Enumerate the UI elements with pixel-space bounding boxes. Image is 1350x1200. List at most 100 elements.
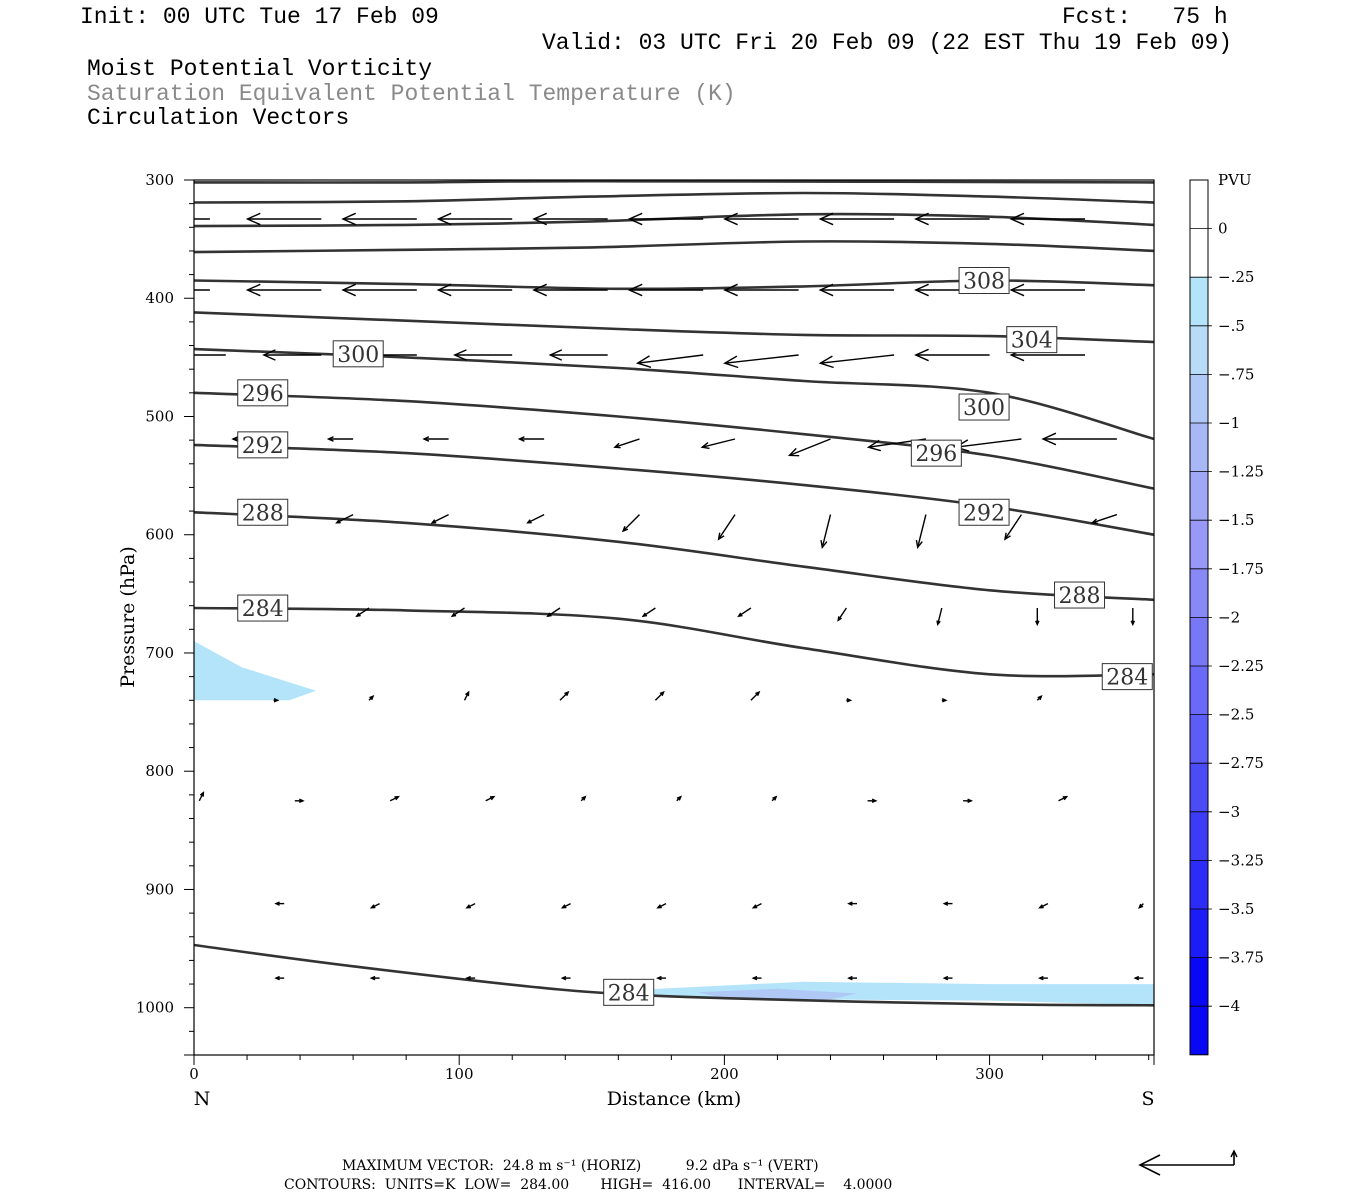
vector-arrow-0-6 bbox=[723, 212, 799, 226]
vector-arrow-7-0 bbox=[198, 791, 205, 802]
contour-label-box-16 bbox=[1101, 663, 1153, 691]
field-contour-title: Saturation Equivalent Potential Temperat… bbox=[87, 81, 736, 107]
contour-label-box-6 bbox=[1006, 326, 1058, 354]
vector-head bbox=[914, 212, 929, 226]
vector-head bbox=[772, 795, 778, 801]
vector-arrow-3-1 bbox=[326, 436, 354, 442]
vector-arrow-7-6 bbox=[771, 795, 778, 802]
colorbar-swatch-5 bbox=[1190, 423, 1208, 472]
vector-head bbox=[723, 355, 739, 369]
vector-arrow-2-7 bbox=[818, 354, 895, 369]
vector-arrow-6-5 bbox=[750, 690, 761, 701]
vector-head bbox=[546, 612, 552, 618]
vector-head bbox=[1090, 518, 1099, 525]
vector-head bbox=[560, 975, 567, 981]
vector-head bbox=[914, 283, 929, 297]
vector-head bbox=[818, 283, 834, 297]
vector-arrow-6-1 bbox=[368, 694, 375, 701]
vector-head bbox=[837, 616, 842, 622]
vector-arrow-0-2 bbox=[341, 212, 417, 226]
colorbar-swatch-4 bbox=[1190, 374, 1208, 423]
vector-arrow-6-4 bbox=[654, 690, 665, 701]
vector-arrow-3-3 bbox=[517, 436, 545, 442]
init-time: Init: 00 UTC Tue 17 Feb 09 bbox=[80, 4, 439, 30]
vector-head bbox=[656, 975, 662, 981]
vector-shaft bbox=[955, 438, 1022, 448]
y-tick-label: 1000 bbox=[136, 999, 174, 1017]
vector-arrow-9-4 bbox=[656, 975, 666, 981]
vector-arrow-2-1 bbox=[262, 349, 322, 361]
vector-arrow-8-0 bbox=[274, 901, 285, 906]
vector-head bbox=[274, 901, 280, 906]
vector-head bbox=[245, 283, 261, 297]
colorbar-label: −.25 bbox=[1218, 268, 1254, 286]
contour-label-box-11 bbox=[910, 439, 962, 467]
vector-head bbox=[847, 901, 853, 906]
contour-label-4: 308 bbox=[963, 270, 1005, 295]
vector-head bbox=[627, 283, 643, 297]
vector-head bbox=[914, 348, 929, 362]
vector-arrow-3-2 bbox=[422, 436, 449, 442]
vector-head bbox=[199, 791, 205, 797]
contour-info-note: CONTOURS: UNITS=K LOW= 284.00 HIGH= 416.… bbox=[284, 1177, 893, 1193]
colorbar-swatch-11 bbox=[1190, 714, 1208, 764]
vector-head bbox=[627, 212, 643, 226]
vector-shaft bbox=[622, 514, 640, 532]
colorbar-swatch-15 bbox=[1190, 909, 1208, 958]
vector-arrow-1-6 bbox=[723, 283, 799, 297]
vector-head bbox=[581, 795, 587, 801]
vector-arrow-5-7 bbox=[936, 607, 943, 627]
vector-head bbox=[341, 283, 356, 297]
colorbar-label: 0 bbox=[1218, 220, 1228, 238]
vector-arrow-0-3 bbox=[436, 212, 513, 226]
vector-head bbox=[262, 349, 276, 361]
vector-shaft bbox=[937, 607, 943, 625]
vector-arrow-5-9 bbox=[1130, 608, 1136, 627]
vector-head bbox=[866, 439, 881, 452]
vector-head bbox=[1035, 620, 1040, 627]
y-tick-label: 500 bbox=[145, 407, 174, 425]
vector-arrow-7-7 bbox=[867, 798, 878, 804]
x-tick-label: 300 bbox=[975, 1065, 1004, 1083]
vector-arrow-9-9 bbox=[1133, 975, 1144, 981]
vector-arrow-2-8 bbox=[914, 348, 990, 362]
contour-label-16: 284 bbox=[1106, 666, 1148, 691]
vector-arrow-4-9 bbox=[1090, 513, 1118, 525]
vector-shaft bbox=[820, 354, 895, 364]
contour-line-4 bbox=[194, 279, 1154, 291]
contour-line-1 bbox=[194, 191, 1154, 204]
axes: 300 400 500 600 700 800 900 1000 0 100 200 300 bbox=[136, 171, 1155, 1083]
colorbar-swatch-2 bbox=[1190, 277, 1208, 326]
vector-head bbox=[564, 690, 570, 697]
vector-arrow-8-3 bbox=[560, 902, 571, 909]
vector-head bbox=[936, 620, 941, 627]
vector-head bbox=[274, 975, 280, 981]
vector-arrow-4-5 bbox=[717, 514, 736, 541]
vector-head bbox=[1037, 975, 1044, 981]
vector-arrow-0-0 bbox=[194, 218, 210, 220]
x-tick-label: 200 bbox=[710, 1065, 739, 1083]
vector-arrow-8-2 bbox=[465, 902, 476, 909]
max-vector-note: MAXIMUM VECTOR: 24.8 m s⁻¹ (HORIZ) 9.2 d… bbox=[342, 1158, 819, 1174]
vector-arrow-9-8 bbox=[1037, 975, 1048, 981]
vector-head bbox=[548, 349, 563, 361]
vector-head bbox=[1004, 532, 1011, 541]
vector-arrow-2-3 bbox=[453, 349, 513, 361]
contour-line-5 bbox=[194, 311, 1154, 344]
contour-label-box-8 bbox=[237, 379, 289, 407]
vector-head bbox=[489, 795, 496, 801]
vector-shaft bbox=[821, 514, 832, 548]
vector-arrow-4-2 bbox=[430, 513, 449, 524]
vector-arrow-0-4 bbox=[532, 212, 608, 226]
vector-head bbox=[273, 697, 280, 703]
colorbar-swatch-6 bbox=[1190, 471, 1208, 521]
field-shaded-title: Moist Potential Vorticity bbox=[87, 56, 433, 82]
vector-arrow-2-6 bbox=[723, 354, 799, 369]
vector-head bbox=[717, 532, 725, 541]
vector-arrow-4-6 bbox=[820, 514, 832, 550]
vector-arrow-4-3 bbox=[526, 513, 545, 524]
vector-shaft bbox=[614, 438, 640, 448]
vector-arrow-5-4 bbox=[641, 607, 656, 618]
vector-arrow-9-1 bbox=[369, 975, 380, 981]
